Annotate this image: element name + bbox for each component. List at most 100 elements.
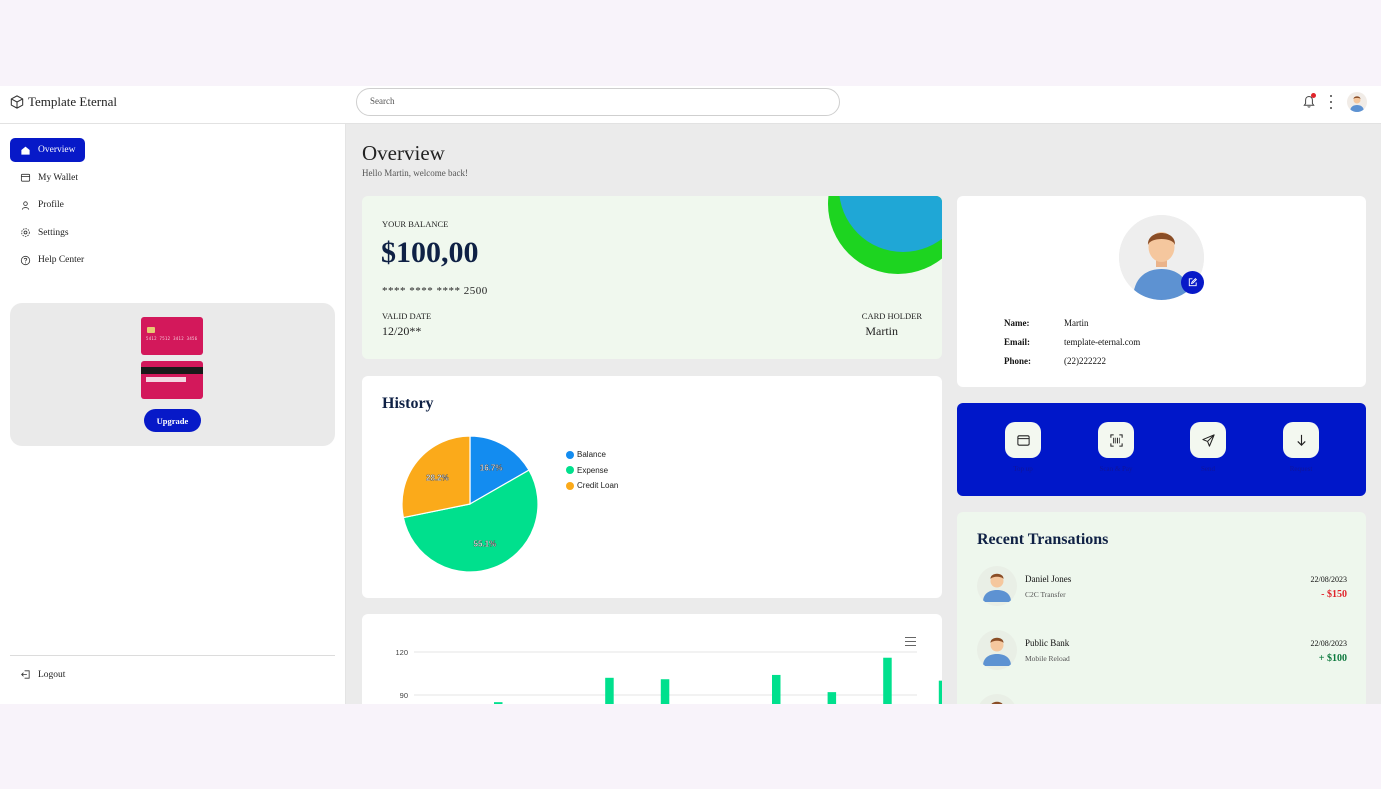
sidebar-item-my-wallet[interactable]: My Wallet [10,166,88,190]
send-icon [1201,433,1215,447]
top-icons [1303,92,1367,112]
pie-data-label: 16.7% [480,464,503,473]
logout-button[interactable]: Logout [20,669,65,680]
transaction-date: 22/08/2023 [1310,575,1347,584]
user-avatar[interactable] [1347,92,1367,112]
top-bar: Template Eternal [0,86,1381,124]
transaction-row[interactable]: Public Bank Mobile Reload 22/08/2023 + $… [977,630,1347,670]
phone-value: (22)222222 [1064,356,1106,366]
sidebar-item-overview[interactable]: Overview [10,138,86,162]
brand-name: Template Eternal [28,94,117,109]
wallet-icon [20,173,31,182]
send-icon-box [1190,422,1226,458]
cube-icon [10,95,24,109]
more-menu-button[interactable] [1329,95,1333,109]
legend-item-credit-loan[interactable]: Credit Loan [566,478,618,494]
bar[interactable] [660,679,670,704]
credit-card-front-image: 5412 7512 3412 3456 [141,317,203,355]
pie-data-label: 28.2% [426,473,449,482]
transaction-amount: - $150 [1321,589,1347,600]
sidebar-item-label: My Wallet [38,172,78,183]
transaction-row[interactable] [977,694,1347,704]
search-box[interactable] [356,88,840,116]
recent-transactions: Recent Transations Daniel Jones C2C Tran… [957,512,1366,704]
sidebar-divider [10,655,335,656]
sidebar-item-profile[interactable]: Profile [10,193,74,217]
chart-menu-icon[interactable] [905,637,916,646]
notification-button[interactable] [1303,93,1316,109]
bar[interactable] [772,674,781,704]
y-tick-label: 90 [400,691,408,700]
pie-slice-balance[interactable] [469,435,530,506]
scan-icon-box [1098,422,1134,458]
quick-actions: Top up Scan & Pay Send Request [957,403,1366,496]
profile-card: Name: Martin Email: template-eternal.com… [957,196,1366,387]
profile-email-row: Email: template-eternal.com [1004,337,1140,347]
transaction-avatar [977,566,1017,606]
upgrade-promo: 5412 7512 3412 3456 Upgrade [10,303,335,446]
top-up-button[interactable]: Top up [996,422,1050,473]
profile-avatar [1119,215,1204,300]
request-icon-box [1283,422,1319,458]
scan-icon [1109,433,1123,447]
bar[interactable] [883,657,892,704]
edit-icon [1188,278,1197,287]
card-signature-strip [146,377,186,382]
balance-amount: $100,00 [381,236,479,269]
person-avatar-icon [983,637,1011,666]
notification-dot [1311,93,1316,98]
bar[interactable] [938,680,942,704]
card-icon [1016,434,1030,446]
user-icon [21,200,30,210]
profile-name-row: Name: Martin [1004,318,1089,328]
balance-card: YOUR BALANCE $100,00 **** **** **** 2500… [362,196,942,359]
transaction-row[interactable]: Daniel Jones C2C Transfer 22/08/2023 - $… [977,566,1347,606]
transaction-name: Public Bank [1025,638,1070,648]
sidebar: Overview My Wallet Profile Settings Help… [0,124,346,704]
person-avatar-icon [983,573,1011,602]
search-input[interactable] [370,96,810,106]
logout-label: Logout [38,669,66,680]
home-icon [21,146,30,155]
legend-item-expense[interactable]: Expense [566,463,618,479]
card-holder-value: Martin [865,324,898,338]
transaction-name: Daniel Jones [1025,574,1072,584]
sidebar-item-label: Settings [38,227,69,238]
edit-profile-button[interactable] [1181,271,1204,294]
sidebar-item-settings[interactable]: Settings [10,221,79,245]
bar[interactable] [605,677,614,704]
request-button[interactable]: Request [1274,422,1328,473]
email-value: template-eternal.com [1064,337,1141,347]
action-label: Scan & Pay [1099,465,1133,473]
scan-pay-button[interactable]: Scan & Pay [1089,422,1143,473]
y-tick-label: 120 [395,648,408,657]
email-label: Email: [1004,337,1030,347]
legend-swatch [566,466,574,475]
bar-chart: 120 90 [395,648,942,704]
person-avatar-icon [1350,96,1364,112]
transaction-amount: + $100 [1318,653,1347,664]
sidebar-item-label: Profile [38,200,64,210]
pie-slice-expense[interactable] [402,469,539,573]
sidebar-nav: Overview My Wallet Profile Settings Help… [10,138,94,276]
transaction-type: Mobile Reload [1025,654,1070,663]
legend-swatch [566,481,574,490]
history-pie-chart: 16.7% 55.1% 28.2% [401,435,539,573]
sidebar-item-help-center[interactable]: Help Center [10,248,94,272]
pie-data-label: 55.1% [474,539,497,548]
name-value: Martin [1064,318,1089,328]
person-avatar-icon [991,701,1003,704]
action-label: Request [1289,465,1313,473]
send-button[interactable]: Send [1181,422,1235,473]
transaction-avatar [977,630,1017,670]
app-window: Template Eternal Overview My Wallet [0,86,1381,704]
pie-slice-credit-loan[interactable] [401,435,471,519]
legend-item-balance[interactable]: Balance [566,447,618,463]
credit-card-back-image [141,361,203,399]
upgrade-button[interactable]: Upgrade [144,409,201,432]
card-chip-icon [147,327,155,333]
brand[interactable]: Template Eternal [10,94,117,110]
bar[interactable] [494,702,503,704]
page-subtitle: Hello Martin, welcome back! [362,168,468,178]
bar[interactable] [827,692,837,704]
